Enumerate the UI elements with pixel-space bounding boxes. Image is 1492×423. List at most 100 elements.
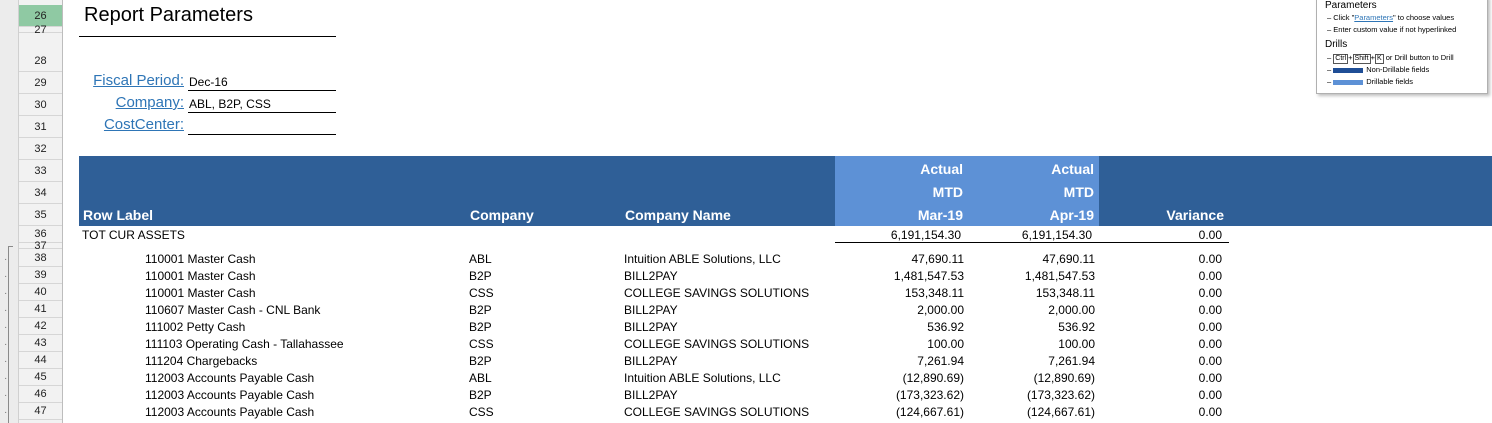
company-cell[interactable]: CSS — [469, 405, 494, 419]
total-mar-value[interactable]: 6,191,154.30 — [890, 228, 961, 242]
apr-value-cell[interactable]: 7,261.94 — [1048, 354, 1095, 368]
company-name-cell[interactable]: BILL2PAY — [624, 269, 678, 283]
row-label-cell[interactable]: 110001 Master Cash — [145, 269, 256, 283]
row-label-cell[interactable]: 112003 Accounts Payable Cash — [145, 371, 315, 385]
company-cell[interactable]: B2P — [469, 354, 492, 368]
shift-key-icon: Shift — [1352, 54, 1371, 64]
company-cell[interactable]: B2P — [469, 269, 492, 283]
apr-value-cell[interactable]: 1,481,547.53 — [1024, 269, 1095, 283]
header-variance[interactable]: Variance — [1166, 207, 1224, 223]
row-number[interactable]: 39 — [19, 267, 62, 284]
variance-cell[interactable]: 0.00 — [1198, 269, 1222, 283]
row-number[interactable]: 37 — [19, 241, 62, 252]
legend-parameters-link[interactable]: Parameters — [1354, 13, 1394, 22]
mar-value-cell[interactable]: (12,890.69) — [902, 371, 964, 385]
row-number[interactable]: 43 — [19, 335, 62, 352]
total-apr-value[interactable]: 6,191,154.30 — [1021, 228, 1092, 242]
mar-value-cell[interactable]: 536.92 — [927, 320, 964, 334]
company-cell[interactable]: CSS — [469, 286, 494, 300]
company-name-cell[interactable]: COLLEGE SAVINGS SOLUTIONS — [624, 405, 810, 419]
company-cell[interactable]: B2P — [469, 388, 492, 402]
row-number[interactable]: 42 — [19, 318, 62, 335]
row-label-cell[interactable]: 110001 Master Cash — [145, 252, 256, 266]
row-number[interactable]: 30 — [19, 94, 62, 116]
header-row-label[interactable]: Row Label — [83, 207, 154, 223]
apr-value-cell[interactable]: 100.00 — [1058, 337, 1095, 351]
variance-cell[interactable]: 0.00 — [1198, 354, 1222, 368]
variance-cell[interactable]: 0.00 — [1198, 252, 1222, 266]
company-name-cell[interactable]: BILL2PAY — [624, 388, 678, 402]
mar-value-cell[interactable]: 7,261.94 — [917, 354, 964, 368]
row-number[interactable]: 44 — [19, 352, 62, 369]
row-number[interactable]: 36 — [19, 226, 62, 243]
company-name-cell[interactable]: Intuition ABLE Solutions, LLC — [624, 371, 781, 385]
variance-cell[interactable]: 0.00 — [1198, 303, 1222, 317]
row-number[interactable]: 29 — [19, 72, 62, 94]
apr-value-cell[interactable]: 47,690.11 — [1042, 252, 1096, 266]
apr-value-cell[interactable]: 153,348.11 — [1035, 286, 1095, 300]
outline-bracket[interactable] — [8, 246, 13, 247]
row-label-cell[interactable]: 110607 Master Cash - CNL Bank — [145, 303, 321, 317]
header-company[interactable]: Company — [470, 207, 534, 223]
total-row-label[interactable]: TOT CUR ASSETS — [82, 228, 185, 242]
variance-cell[interactable]: 0.00 — [1198, 388, 1222, 402]
row-number[interactable]: 35 — [19, 204, 62, 226]
fiscal-period-value[interactable]: Dec-16 — [189, 75, 228, 89]
row-number[interactable]: 28 — [19, 50, 62, 72]
header-month-apr[interactable]: Apr-19 — [1049, 207, 1094, 223]
row-label-cell[interactable]: 111002 Petty Cash — [145, 320, 246, 334]
mar-value-cell[interactable]: 153,348.11 — [904, 286, 964, 300]
row-label-cell[interactable]: 112003 Accounts Payable Cash — [145, 405, 315, 419]
row-number[interactable]: 34 — [19, 182, 62, 204]
mar-value-cell[interactable]: 2,000.00 — [917, 303, 964, 317]
company-name-cell[interactable]: BILL2PAY — [624, 303, 678, 317]
row-number[interactable]: 38 — [19, 250, 62, 267]
row-number[interactable]: 41 — [19, 301, 62, 318]
row-number[interactable]: 27 — [19, 25, 62, 36]
company-cell[interactable]: ABL — [469, 371, 492, 385]
company-name-cell[interactable]: COLLEGE SAVINGS SOLUTIONS — [624, 286, 810, 300]
row-label-cell[interactable]: 112003 Accounts Payable Cash — [145, 388, 315, 402]
variance-cell[interactable]: 0.00 — [1198, 337, 1222, 351]
row-number[interactable]: 32 — [19, 138, 62, 160]
row-label-cell[interactable]: 111103 Operating Cash - Tallahassee — [145, 337, 344, 351]
cost-center-link[interactable]: CostCenter: — [103, 116, 184, 133]
total-variance-value[interactable]: 0.00 — [1198, 228, 1222, 242]
company-name-cell[interactable]: COLLEGE SAVINGS SOLUTIONS — [624, 337, 810, 351]
company-cell[interactable]: ABL — [469, 252, 492, 266]
company-link[interactable]: Company: — [115, 94, 184, 111]
company-name-cell[interactable]: Intuition ABLE Solutions, LLC — [624, 252, 781, 266]
row-label-cell[interactable]: 110001 Master Cash — [145, 286, 256, 300]
row-number[interactable]: 40 — [19, 284, 62, 301]
apr-value-cell[interactable]: 536.92 — [1058, 320, 1095, 334]
row-number[interactable]: 46 — [19, 386, 62, 403]
header-company-name[interactable]: Company Name — [625, 207, 731, 223]
row-number[interactable]: 26 — [19, 5, 62, 27]
variance-cell[interactable]: 0.00 — [1198, 405, 1222, 419]
company-cell[interactable]: CSS — [469, 337, 494, 351]
mar-value-cell[interactable]: (124,667.61) — [895, 405, 964, 419]
mar-value-cell[interactable]: (173,323.62) — [895, 388, 964, 402]
header-month-mar[interactable]: Mar-19 — [917, 207, 963, 223]
mar-value-cell[interactable]: 100.00 — [927, 337, 964, 351]
variance-cell[interactable]: 0.00 — [1198, 371, 1222, 385]
variance-cell[interactable]: 0.00 — [1198, 286, 1222, 300]
row-number[interactable]: 45 — [19, 369, 62, 386]
mar-value-cell[interactable]: 47,690.11 — [911, 252, 965, 266]
row-number[interactable]: 33 — [19, 160, 62, 182]
company-cell[interactable]: B2P — [469, 303, 492, 317]
row-number[interactable]: 31 — [19, 116, 62, 138]
company-name-cell[interactable]: BILL2PAY — [624, 354, 678, 368]
mar-value-cell[interactable]: 1,481,547.53 — [893, 269, 964, 283]
apr-value-cell[interactable]: (124,667.61) — [1026, 405, 1095, 419]
apr-value-cell[interactable]: 2,000.00 — [1048, 303, 1095, 317]
apr-value-cell[interactable]: (173,323.62) — [1026, 388, 1095, 402]
company-cell[interactable]: B2P — [469, 320, 492, 334]
company-value[interactable]: ABL, B2P, CSS — [189, 97, 271, 111]
row-label-cell[interactable]: 111204 Chargebacks — [145, 354, 258, 368]
variance-cell[interactable]: 0.00 — [1198, 320, 1222, 334]
company-name-cell[interactable]: BILL2PAY — [624, 320, 678, 334]
fiscal-period-link[interactable]: Fiscal Period: — [93, 72, 184, 89]
row-number[interactable]: 47 — [19, 403, 62, 420]
apr-value-cell[interactable]: (12,890.69) — [1033, 371, 1095, 385]
